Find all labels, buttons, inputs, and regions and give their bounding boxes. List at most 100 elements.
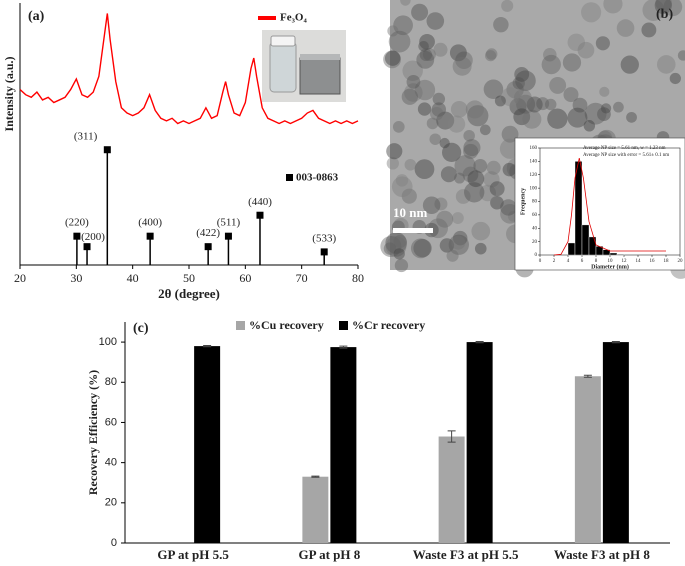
peak-label: (400) [138,217,162,229]
particle [410,238,431,259]
x-axis-label: 2θ (degree) [158,286,220,301]
particle [543,47,557,62]
particle [547,108,568,129]
particle [500,199,517,216]
particle [406,75,421,89]
particle [656,55,676,74]
particle [426,117,439,130]
particle [641,22,657,38]
particle [522,109,542,129]
particle [401,88,418,105]
scale-bar-label: 10 nm [393,205,427,220]
particle [401,188,417,204]
peak-label: (220) [65,217,89,229]
legend-label: Fe₃O₄ [280,12,307,24]
particle [467,105,489,127]
y-tick-label: 40 [105,457,117,469]
particle [485,48,498,60]
x-tick-label: Waste F3 at pH 5.5 [413,547,519,562]
reference-label: 003-0863 [296,172,339,184]
scale-bar [393,228,433,233]
legend-label: %Cr recovery [352,318,425,332]
bar [602,342,629,543]
particle [626,111,637,123]
particle [419,48,433,61]
bar [330,347,357,543]
particle [383,50,402,69]
particle [454,172,465,184]
x-tick-label: 80 [352,271,364,285]
particle [414,79,436,101]
x-axis-label: Diameter (nm) [591,263,629,270]
particle [463,139,481,157]
particle [677,50,685,61]
particle [413,239,432,258]
particle [500,87,520,107]
particle [404,158,417,171]
particle [393,248,405,260]
particle [432,92,446,106]
particle [385,232,408,254]
particle [439,137,450,149]
reference-marker [73,232,81,240]
particle [417,102,432,116]
particle [429,133,442,145]
bar [194,346,221,543]
peak-label: (533) [312,232,336,244]
x-tick-label: 8 [595,259,598,264]
particle [394,258,409,273]
particle [452,56,472,76]
particle [474,242,487,255]
particle [462,166,479,183]
particle [513,88,532,107]
particle [380,235,402,258]
histogram-bar [588,236,597,256]
peak-label: (511) [217,217,241,229]
histogram-bar [616,254,625,256]
bar [574,376,601,543]
reference-marker [83,243,91,251]
xrd-curve [19,13,359,125]
particle [411,3,429,21]
particle [501,0,514,12]
particle [595,36,610,51]
particle [428,218,448,239]
particle [654,0,672,15]
legend-label: %Cu recovery [249,318,324,332]
particle [583,120,596,132]
x-tick-label: 60 [239,271,251,285]
particle [414,159,435,180]
particle [448,234,469,255]
peak-label: (311) [74,130,98,142]
particle [597,107,611,122]
particle [416,50,435,69]
y-tick-label: 100 [99,336,117,348]
peak-label: (200) [81,231,105,243]
particle [395,174,409,187]
histogram-bar [567,242,576,256]
y-tick-label: 80 [105,376,117,388]
particle [392,121,405,133]
peak-label: (422) [196,227,220,239]
legend-swatch [236,321,245,330]
bar [466,342,493,543]
x-tick-label: 0 [539,259,542,264]
x-tick-label: 14 [636,259,642,264]
particle [422,196,441,215]
particle [544,98,557,111]
x-tick-label: 2 [553,259,556,264]
particle [434,197,448,211]
y-tick-label: 20 [105,497,117,509]
x-tick-label: 16 [650,259,656,264]
particle [419,33,435,50]
particle [516,94,536,114]
particle [584,102,607,125]
y-axis-label: Intensity (a.u.) [2,56,16,131]
x-tick-label: GP at pH 8 [298,547,360,562]
y-tick-label: 140 [530,160,538,165]
particle [567,33,585,52]
error-bar [447,430,456,443]
x-tick-label: 18 [664,259,670,264]
x-tick-label: 70 [296,271,308,285]
panel-label: (b) [656,7,673,22]
